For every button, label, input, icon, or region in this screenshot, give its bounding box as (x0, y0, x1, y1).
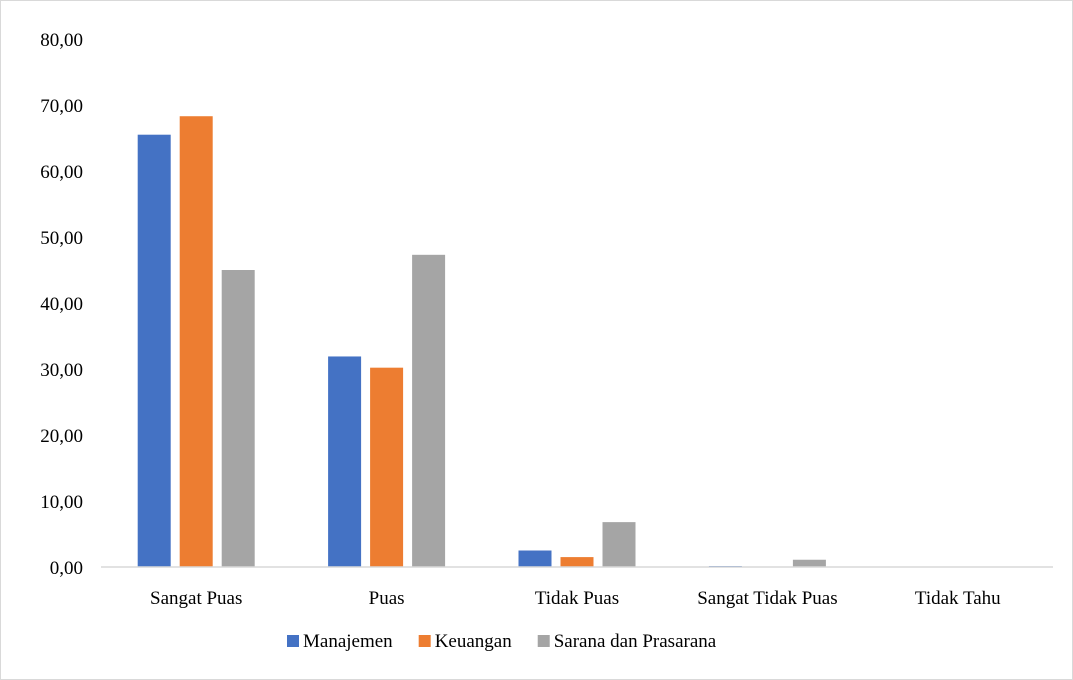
y-tick-label: 60,00 (40, 162, 83, 183)
legend-label: Keuangan (435, 631, 513, 652)
legend-swatch (418, 635, 431, 647)
bar-sarana-dan-prasarana-sangat-puas (221, 270, 255, 567)
legend-label: Manajemen (303, 631, 393, 652)
bar-manajemen-tidak-puas (518, 550, 552, 567)
y-tick-label: 40,00 (40, 294, 83, 315)
bar-keuangan-tidak-puas (560, 557, 594, 567)
legend-swatch (287, 635, 299, 647)
bar-sarana-dan-prasarana-sangat-tidak-puas (792, 559, 826, 567)
y-tick-label: 80,00 (40, 30, 83, 51)
x-category-label: Puas (369, 588, 405, 609)
x-category-label: Sangat Puas (150, 588, 242, 609)
y-tick-label: 10,00 (40, 492, 83, 513)
bar-manajemen-puas (328, 356, 362, 567)
bar-keuangan-sangat-puas (179, 116, 213, 567)
bar-keuangan-puas (370, 367, 404, 567)
bar-sarana-dan-prasarana-puas (412, 254, 446, 567)
x-category-label: Sangat Tidak Puas (697, 588, 837, 609)
y-tick-label: 50,00 (40, 228, 83, 249)
bar-manajemen-sangat-puas (137, 134, 171, 567)
y-axis-ticks: 0,00 10,00 20,00 30,00 40,00 50,00 60,00 70,00 8… (40, 30, 83, 579)
y-tick-label: 70,00 (40, 96, 83, 117)
legend: Manajemen Keuangan Sarana dan Prasarana (287, 631, 717, 652)
y-tick-label: 0,00 (50, 558, 83, 579)
y-tick-label: 30,00 (40, 360, 83, 381)
bar-sarana-dan-prasarana-tidak-puas (602, 522, 636, 567)
x-category-label: Tidak Puas (535, 588, 619, 609)
legend-swatch (537, 635, 550, 647)
legend-label: Sarana dan Prasarana (554, 631, 717, 652)
category-labels: Sangat Puas Puas Tidak Puas Sangat Tidak Pu… (150, 588, 1001, 609)
y-tick-label: 20,00 (40, 426, 83, 447)
x-category-label: Tidak Tahu (915, 588, 1001, 609)
bars (137, 116, 826, 567)
